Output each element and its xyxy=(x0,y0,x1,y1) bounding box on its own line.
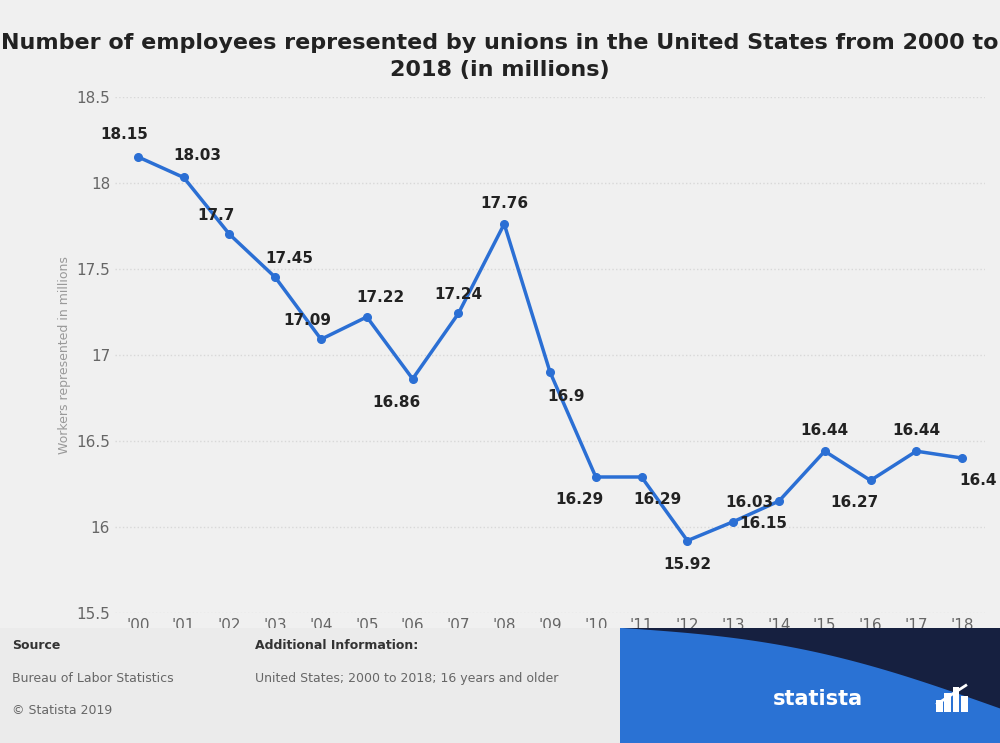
Text: 16.29: 16.29 xyxy=(633,492,682,507)
Text: 17.22: 17.22 xyxy=(356,291,405,305)
Text: United States; 2000 to 2018; 16 years and older: United States; 2000 to 2018; 16 years an… xyxy=(255,672,558,684)
Polygon shape xyxy=(620,628,1000,743)
Text: 16.86: 16.86 xyxy=(372,395,421,410)
Text: Bureau of Labor Statistics: Bureau of Labor Statistics xyxy=(12,672,174,684)
Text: 16.29: 16.29 xyxy=(556,492,604,507)
Text: 15.92: 15.92 xyxy=(663,557,711,572)
Text: 17.09: 17.09 xyxy=(283,313,331,328)
Text: 17.45: 17.45 xyxy=(265,251,313,266)
Y-axis label: Workers represented in millions: Workers represented in millions xyxy=(58,256,71,454)
Text: 18.03: 18.03 xyxy=(173,148,221,163)
Bar xyxy=(961,695,968,712)
Text: Number of employees represented by unions in the United States from 2000 to
2018: Number of employees represented by union… xyxy=(1,33,999,80)
Text: 16.44: 16.44 xyxy=(801,423,849,438)
Text: 17.76: 17.76 xyxy=(480,196,528,211)
Text: © Statista 2019: © Statista 2019 xyxy=(12,704,112,717)
Text: 16.03: 16.03 xyxy=(725,496,773,510)
Text: statista: statista xyxy=(773,690,863,710)
Bar xyxy=(944,693,951,712)
Bar xyxy=(936,701,943,712)
Bar xyxy=(952,687,959,712)
Text: Additional Information:: Additional Information: xyxy=(255,639,418,652)
Text: 16.9: 16.9 xyxy=(547,389,585,403)
Text: 17.24: 17.24 xyxy=(434,287,482,302)
Text: 16.44: 16.44 xyxy=(892,423,940,438)
Text: 16.27: 16.27 xyxy=(830,496,879,510)
Text: 16.4: 16.4 xyxy=(959,473,997,488)
Text: 18.15: 18.15 xyxy=(100,127,148,142)
Text: 16.15: 16.15 xyxy=(739,516,787,531)
Text: Source: Source xyxy=(12,639,60,652)
Text: 17.7: 17.7 xyxy=(197,208,234,223)
